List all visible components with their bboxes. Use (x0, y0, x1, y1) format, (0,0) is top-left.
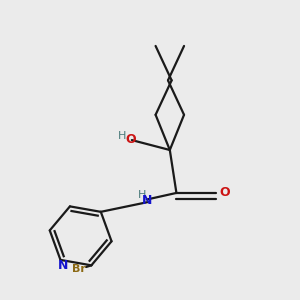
Text: H: H (138, 190, 146, 200)
Text: O: O (219, 186, 230, 200)
Text: N: N (142, 194, 152, 207)
Text: N: N (58, 259, 68, 272)
Text: Br: Br (72, 264, 86, 274)
Text: O: O (125, 133, 136, 146)
Text: H: H (118, 131, 126, 141)
